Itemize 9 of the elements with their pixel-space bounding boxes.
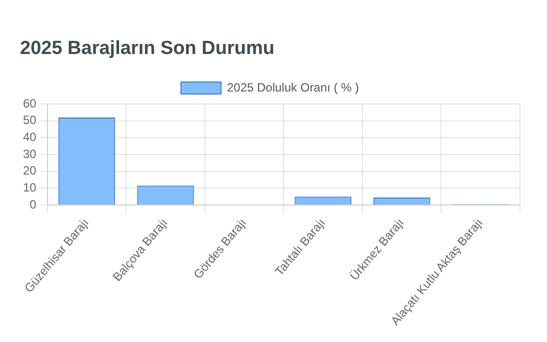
y-tick-label: 40: [22, 130, 37, 144]
y-tick-label: 0: [30, 197, 37, 212]
y-tick-label: 30: [22, 146, 37, 161]
y-tick-label: 50: [22, 113, 37, 128]
chart-title: 2025 Barajların Son Durumu: [20, 38, 274, 60]
legend-label: 2025 Doluluk Oranı ( % ): [226, 80, 360, 94]
y-tick-label: 20: [22, 164, 37, 178]
y-tick-label: 10: [22, 180, 37, 194]
y-tick-label: 60: [22, 96, 37, 110]
